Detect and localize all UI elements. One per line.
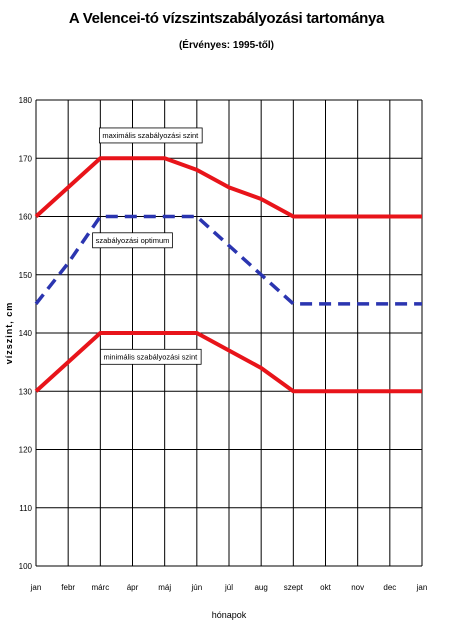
annotation-label: szabályozási optimum bbox=[96, 236, 170, 245]
series-lines bbox=[34, 156, 423, 394]
x-tick-label: szept bbox=[284, 583, 304, 592]
x-tick-label: aug bbox=[254, 583, 267, 592]
x-tick-label: ápr bbox=[127, 583, 139, 592]
chart-title: A Velencei-tó vízszintszabályozási tarto… bbox=[68, 10, 385, 27]
x-tick-label: máj bbox=[158, 583, 171, 592]
y-tick-label: 150 bbox=[19, 271, 33, 280]
x-tick-label: márc bbox=[91, 583, 109, 592]
y-tick-label: 130 bbox=[19, 387, 33, 396]
annotation-box bbox=[92, 232, 173, 249]
x-tick-label: nov bbox=[351, 583, 364, 592]
x-tick-label: jún bbox=[190, 583, 202, 592]
grid-lines bbox=[35, 99, 423, 567]
y-tick-label: 110 bbox=[19, 504, 32, 513]
y-tick-label: 140 bbox=[19, 329, 33, 338]
x-tick-label: dec bbox=[383, 583, 396, 592]
y-tick-label: 160 bbox=[19, 213, 33, 222]
x-tick-label: okt bbox=[320, 583, 331, 592]
y-tick-label: 170 bbox=[19, 154, 33, 163]
annotation-box bbox=[100, 348, 202, 365]
y-tick-label: 100 bbox=[19, 562, 33, 571]
x-tick-label: júl bbox=[224, 583, 233, 592]
x-tick-label: jan bbox=[416, 583, 428, 592]
y-tick-label: 180 bbox=[19, 96, 33, 105]
y-tick-label: 120 bbox=[19, 446, 33, 455]
x-tick-label: febr bbox=[61, 583, 75, 592]
annotations: maximális szabályozási szint szabályozási… bbox=[92, 127, 203, 365]
x-axis-label: hónapok bbox=[212, 610, 247, 620]
annotation-label: maximális szabályozási szint bbox=[102, 131, 199, 140]
annotation-box bbox=[98, 127, 203, 144]
x-tick-labels: jan febr márc ápr máj jún júl aug szept okt nov dec… bbox=[30, 583, 428, 592]
annotation-label: minimális szabályozási szint bbox=[103, 352, 198, 361]
chart-subtitle: (Érvényes: 1995-től) bbox=[178, 40, 275, 51]
y-tick-labels: 100 110 120 130 140 150 160 170 180 bbox=[19, 96, 33, 571]
x-tick-label: jan bbox=[30, 583, 42, 592]
y-axis-label: vízszint, cm bbox=[4, 302, 14, 365]
